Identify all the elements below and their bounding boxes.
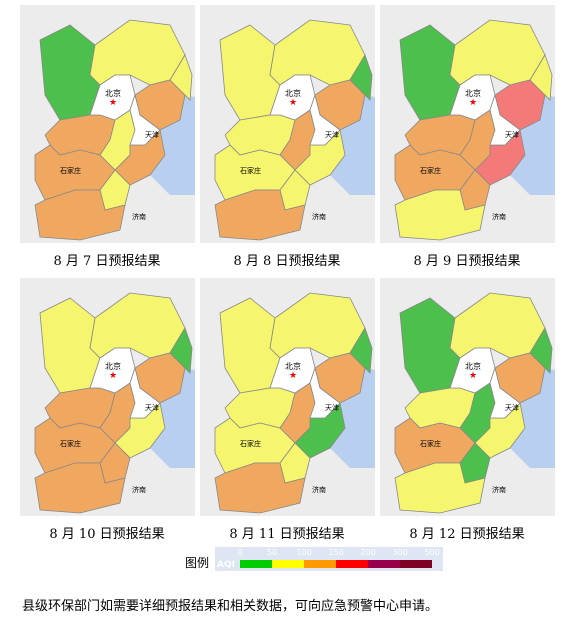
tianjin-area [489,366,521,419]
region [34,462,126,514]
star: ★ [289,371,297,381]
legend-tick: 0 [237,548,242,557]
region [169,327,193,374]
map-label: 天津 [325,404,339,412]
legend-swatch [304,560,336,568]
region [349,327,373,374]
legend-title: 图例 [185,556,209,570]
region [34,189,126,241]
map-label: 天津 [505,131,519,139]
tianjin-area [129,366,161,419]
sea [150,368,195,468]
map-label: 北京 [285,361,301,371]
map-label: 天津 [505,404,519,412]
caption: 8 月 11 日预报结果 [229,527,345,542]
map-label: 北京 [105,88,121,98]
legend-swatch [336,560,368,568]
caption: 8 月 12 日预报结果 [409,527,525,542]
legend-swatch [240,560,272,568]
region [214,189,306,241]
map-label: 北京 [105,361,121,371]
map-label: 济南 [132,212,146,221]
legend-scale-name: AQI [217,560,235,570]
legend-tick: 300 [392,548,407,557]
map-label: 天津 [145,131,159,139]
legend-swatch [272,560,304,568]
sea [330,368,375,468]
legend-tick: 500 [424,548,439,557]
caption: 8 月 10 日预报结果 [49,527,165,542]
legend-swatch [368,560,400,568]
region [529,327,553,374]
sea [330,95,375,195]
sea [510,95,555,195]
map-label: 北京 [465,361,481,371]
map-label: 济南 [492,212,506,221]
footer-text: 县级环保部门如需要详细预报结果和相关数据，可向应急预警中心申请。 [22,599,439,614]
tianjin-area [489,93,521,146]
map-label: 济南 [132,485,146,494]
star: ★ [469,371,477,381]
legend-tick: 100 [296,548,311,557]
caption: 8 月 9 日预报结果 [413,254,521,269]
map-label: 天津 [325,131,339,139]
region [169,54,193,101]
map-label: 石家庄 [240,439,261,448]
caption: 8 月 8 日预报结果 [233,254,341,269]
star: ★ [469,98,477,108]
region [349,54,373,101]
map-label: 石家庄 [60,166,81,175]
star: ★ [289,98,297,108]
star: ★ [109,98,117,108]
map-label: 石家庄 [420,439,441,448]
legend-tick: 200 [360,548,375,557]
legend-tick: 50 [267,548,277,557]
sea [150,95,195,195]
region [394,189,486,241]
star: ★ [109,371,117,381]
tianjin-area [129,93,161,146]
region [214,462,306,514]
map-label: 济南 [312,485,326,494]
map-label: 济南 [312,212,326,221]
map-label: 石家庄 [60,439,81,448]
tianjin-area [309,366,341,419]
map-label: 济南 [492,485,506,494]
caption: 8 月 7 日预报结果 [53,254,161,269]
legend-swatch [400,560,432,568]
map-label: 石家庄 [240,166,261,175]
map-label: 北京 [285,88,301,98]
map-label: 天津 [145,404,159,412]
region [394,462,486,514]
map-label: 北京 [465,88,481,98]
legend-tick: 150 [328,548,343,557]
region [529,54,553,101]
tianjin-area [309,93,341,146]
map-label: 石家庄 [420,166,441,175]
sea [510,368,555,468]
